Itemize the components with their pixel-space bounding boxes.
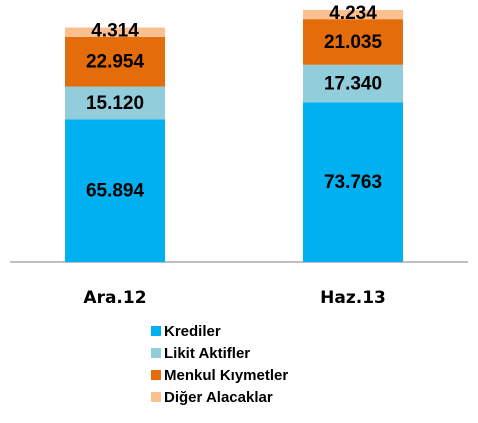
bar-segment [303,19,403,65]
value-label: 22.954 [86,52,145,73]
bar-segment [303,64,403,103]
bar-segment [65,86,165,120]
bar-segment [65,36,165,87]
legend-label: Diğer Alacaklar [164,389,273,406]
value-label: 17.340 [324,74,382,95]
legend-swatch [151,326,161,336]
legend-swatch [151,348,161,358]
value-label: 4.234 [329,3,377,24]
value-label: 4.314 [91,21,139,42]
legend-swatch [151,370,161,380]
legend-swatch [151,392,161,402]
bar-segment [303,102,403,262]
value-label: 21.035 [324,32,383,53]
bar-segment [65,119,165,262]
legend-label: Krediler [164,323,221,340]
value-label: 73.763 [324,172,382,193]
bar-segment [303,10,403,20]
value-label: 65.894 [86,181,145,202]
value-label: 15.120 [86,93,144,114]
bar-segment [65,27,165,37]
x-tick-label: Ara.12 [83,288,146,308]
legend-label: Menkul Kıymetler [164,367,288,384]
x-tick-label: Haz.13 [320,288,386,308]
legend-label: Likit Aktifler [164,345,250,362]
